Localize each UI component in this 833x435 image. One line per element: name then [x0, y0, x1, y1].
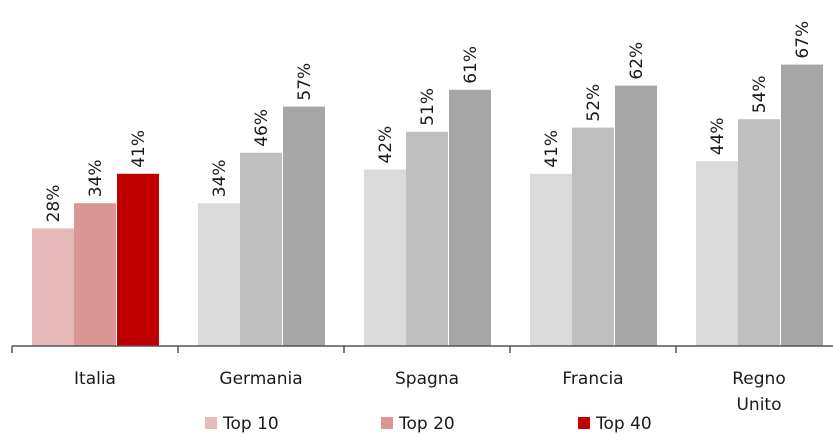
legend: Top 10 Top 20 Top 40: [205, 414, 652, 434]
bar: [117, 173, 159, 346]
x-tick-label-line: Germania: [219, 369, 302, 389]
data-label: 61%: [461, 46, 481, 84]
x-tick-label: Francia: [562, 369, 623, 389]
x-tick-label-line: Francia: [562, 369, 623, 389]
legend-swatch: [578, 417, 590, 429]
bar: [364, 169, 406, 346]
bar: [572, 127, 614, 346]
legend-label: Top 40: [595, 414, 652, 434]
bar: [74, 203, 116, 346]
data-label: 57%: [295, 63, 315, 101]
data-label: 62%: [627, 42, 647, 80]
x-axis: [11, 345, 833, 353]
bar: [283, 106, 325, 346]
legend-label: Top 20: [398, 414, 455, 434]
bar: [696, 161, 738, 346]
data-label: 41%: [129, 130, 149, 168]
bar: [240, 152, 282, 346]
data-label: 54%: [750, 75, 770, 113]
bar: [615, 85, 657, 346]
legend-swatch: [381, 417, 393, 429]
bar: [406, 131, 448, 346]
bar: [198, 203, 240, 346]
bar: [530, 173, 572, 346]
bar: [32, 228, 74, 346]
x-tick-label: Italia: [74, 369, 116, 389]
data-label: 52%: [584, 84, 604, 122]
bars-layer: [32, 64, 823, 347]
data-label: 67%: [793, 21, 813, 59]
data-label: 42%: [376, 126, 396, 164]
data-label: 44%: [708, 117, 728, 155]
data-label: 34%: [210, 159, 230, 197]
x-tick-label-line: Italia: [74, 369, 116, 389]
data-label: 28%: [44, 185, 64, 223]
legend-label: Top 10: [222, 414, 279, 434]
data-label: 46%: [252, 109, 272, 147]
x-tick-labels: Italia Germania Spagna Francia Regno Unito: [74, 369, 786, 415]
x-tick-label: Spagna: [395, 369, 459, 389]
data-label: 51%: [418, 88, 438, 126]
x-tick-label-line: Regno: [732, 369, 785, 389]
x-tick-label-line: Unito: [736, 395, 781, 415]
legend-swatch: [205, 417, 217, 429]
value-labels-layer: 28% 34% 41% 34% 46% 57% 42% 51% 61% 41% 52% 62% 44% 5…: [44, 21, 813, 223]
bar: [738, 119, 780, 346]
bar: [449, 89, 491, 347]
x-tick-label: Regno Unito: [732, 369, 785, 415]
data-label: 34%: [86, 159, 106, 197]
data-label: 41%: [542, 130, 562, 168]
x-tick-label: Germania: [219, 369, 302, 389]
x-tick-label-line: Spagna: [395, 369, 459, 389]
bar: [781, 64, 823, 346]
